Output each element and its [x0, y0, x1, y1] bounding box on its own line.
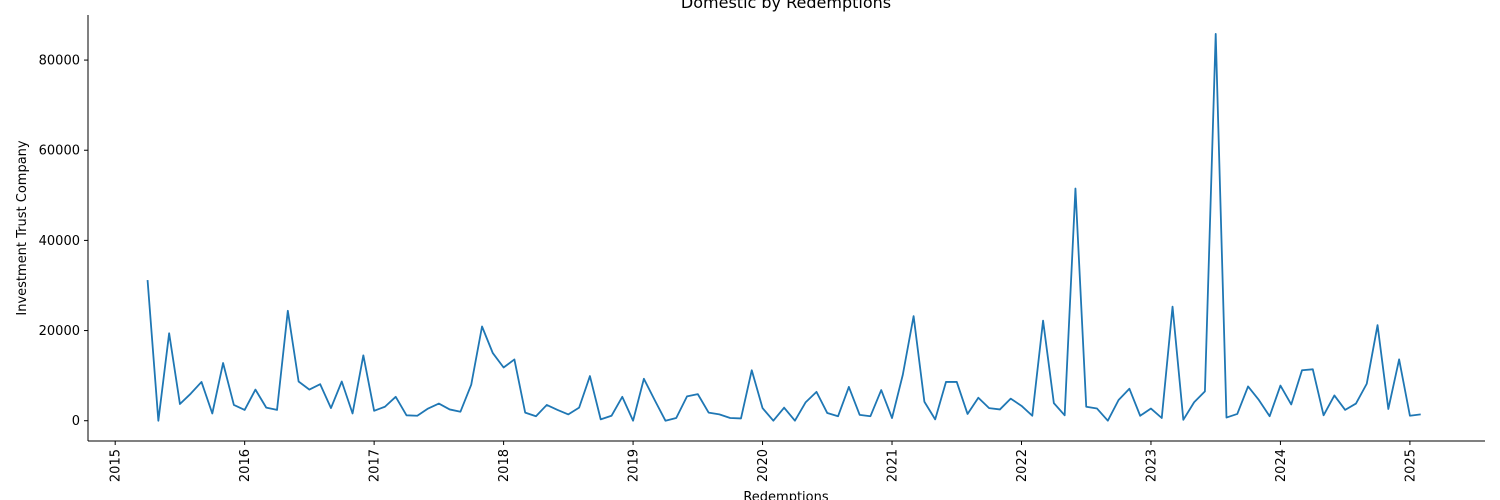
x-tick-label: 2024	[1274, 449, 1289, 482]
x-tick-label: 2017	[368, 449, 383, 482]
x-tick-label: 2022	[1015, 449, 1030, 482]
y-tick-label: 20000	[39, 324, 80, 339]
x-tick-label: 2016	[238, 449, 253, 482]
x-tick-label: 2020	[756, 449, 771, 482]
x-tick-label: 2023	[1144, 449, 1159, 482]
x-tick-label: 2018	[497, 449, 512, 482]
y-tick-label: 60000	[39, 144, 80, 159]
y-tick-label: 80000	[39, 54, 80, 69]
x-tick-label: 2019	[627, 449, 642, 482]
y-tick-label: 40000	[39, 234, 80, 249]
x-axis-label: Redemptions	[743, 490, 829, 500]
x-axis-ticks: 2015 2016 2017 2018 2019 2020 2021 2022 2023 2024…	[109, 441, 1418, 482]
x-tick-label: 2015	[109, 449, 124, 482]
y-axis-ticks: 0 20000 40000 60000 80000	[39, 54, 88, 429]
y-axis-label: Investment Trust Company	[15, 140, 30, 316]
y-tick-label: 0	[72, 414, 80, 429]
x-tick-label: 2021	[886, 449, 901, 482]
x-tick-label: 2025	[1403, 449, 1418, 482]
series-line	[146, 33, 1421, 422]
chart-title: Domestic by Redemptions	[681, 0, 891, 12]
